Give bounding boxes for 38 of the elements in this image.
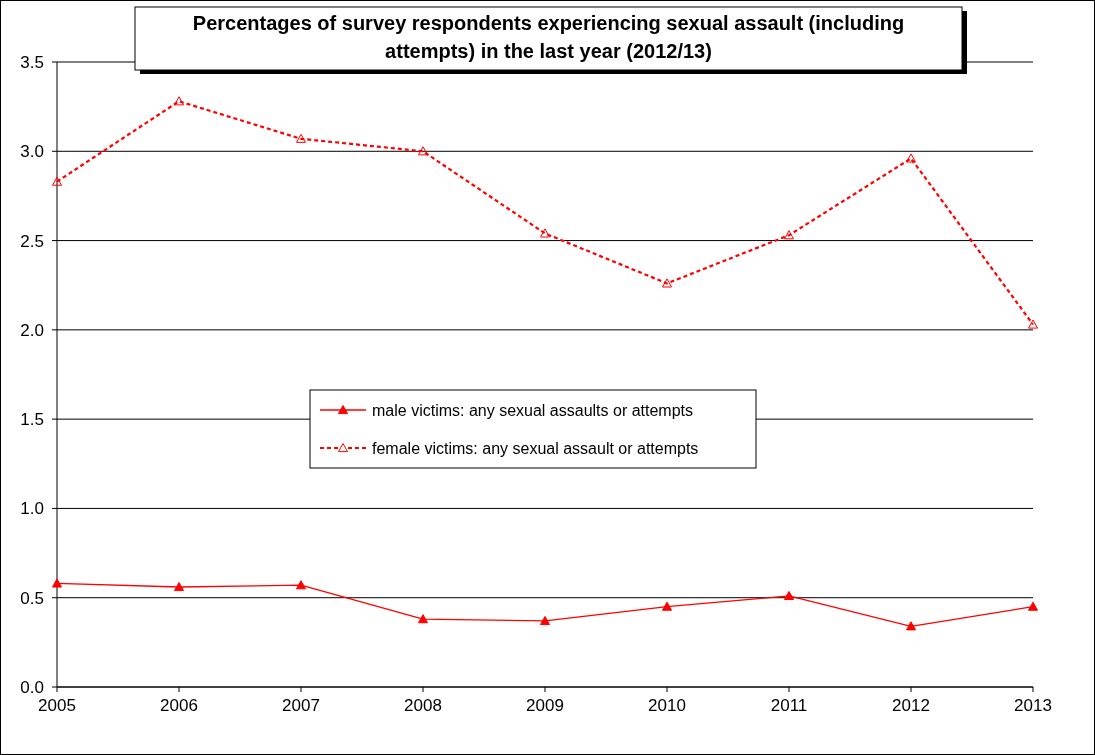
x-tick-label: 2008 <box>404 696 442 715</box>
y-tick-label: 1.0 <box>20 499 44 519</box>
point <box>540 228 550 238</box>
point <box>418 614 428 624</box>
y-tick-label: 2.5 <box>20 231 44 251</box>
y-tick-label: 0.0 <box>20 677 44 697</box>
y-tick-label: 3.5 <box>20 52 44 72</box>
y-tick-label: 2.0 <box>20 320 44 340</box>
point <box>52 176 62 186</box>
point <box>296 580 306 590</box>
legend-label: female victims: any sexual assault or attempts <box>372 439 699 457</box>
y-tick-label: 0.5 <box>20 588 44 608</box>
point <box>906 621 916 631</box>
point <box>52 578 62 588</box>
x-tick-label: 2011 <box>770 696 808 715</box>
legend-label: male victims: any sexual assaults or attempts <box>372 401 694 419</box>
point <box>784 230 794 240</box>
point <box>296 133 306 143</box>
point <box>540 615 550 626</box>
point <box>1028 601 1038 611</box>
x-tick-label: 2007 <box>282 696 320 715</box>
x-tick-label: 2013 <box>1014 696 1052 715</box>
x-tick-label: 2006 <box>160 696 198 715</box>
x-tick-label: 2005 <box>38 696 76 715</box>
point <box>418 146 428 156</box>
x-tick-label: 2012 <box>892 696 930 715</box>
point <box>784 590 794 601</box>
chart-title: Percentages of survey respondents experiencing sexual assault (including attempts) in the last year (2012/13) <box>191 11 906 64</box>
point <box>174 582 184 592</box>
point <box>662 601 672 611</box>
y-tick-label: 1.5 <box>20 410 44 430</box>
point <box>174 96 184 106</box>
y-tick-label: 3.0 <box>20 142 44 162</box>
point <box>1028 319 1038 329</box>
x-tick-label: 2009 <box>526 696 564 715</box>
point <box>662 278 672 288</box>
x-tick-label: 2010 <box>648 696 686 715</box>
point <box>906 153 916 163</box>
